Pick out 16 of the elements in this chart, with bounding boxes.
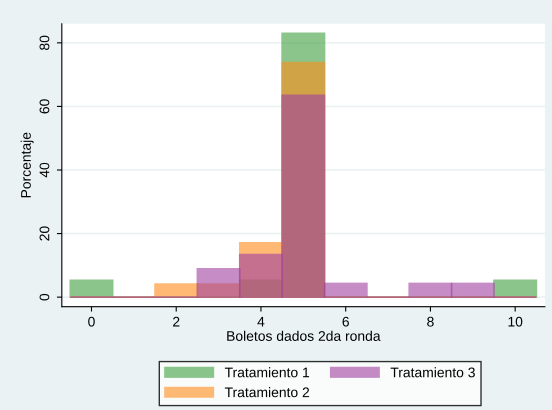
y-tick-label: 20 [40, 226, 50, 241]
x-tick-label: 10 [508, 316, 522, 327]
legend-label: Tratamiento 3 [390, 367, 475, 378]
x-axis-title: Boletos dados 2da ronda [227, 330, 381, 341]
y-tick-label: 60 [40, 99, 50, 114]
legend-label: Tratamiento 1 [224, 367, 310, 378]
y-tick-label: 0 [40, 294, 50, 300]
x-tick-label: 6 [342, 316, 349, 327]
y-tick-label: 40 [40, 162, 50, 178]
x-tick-label: 0 [88, 316, 95, 327]
y-tick-label: 80 [40, 36, 50, 50]
x-tick-label: 8 [427, 316, 434, 327]
x-tick-label: 2 [173, 316, 180, 326]
legend-label: Tratamiento 2 [224, 387, 310, 398]
y-axis-title: Porcentaje [20, 132, 34, 198]
x-tick-label: 4 [257, 316, 264, 326]
